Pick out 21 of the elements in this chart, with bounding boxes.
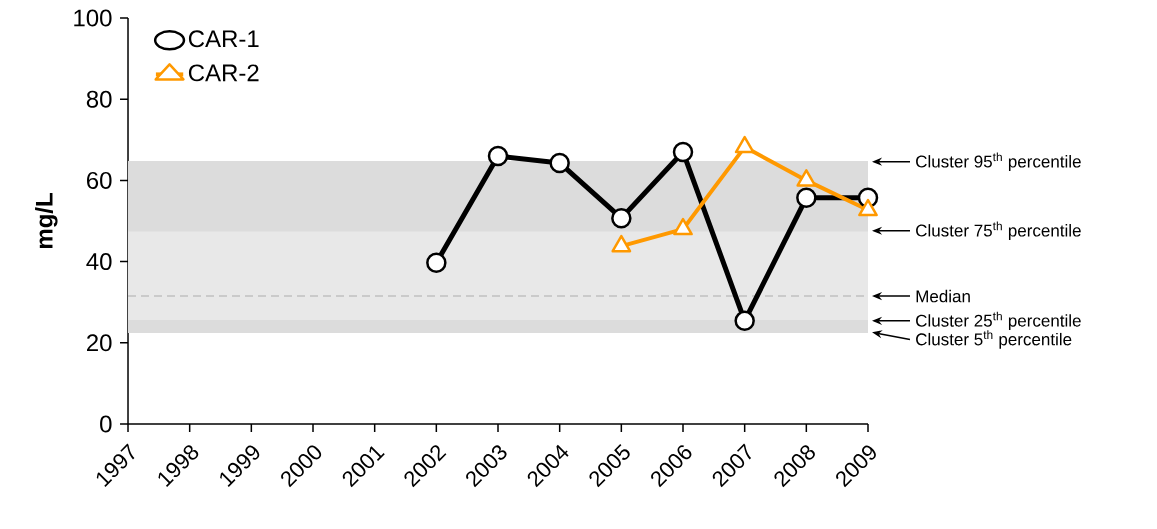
point: [426, 252, 447, 274]
ref-line-label: Median: [916, 289, 970, 303]
y-tick-label: 40: [86, 253, 112, 271]
point: [487, 145, 509, 167]
ref-line-label: Cluster 95$^{th}$ percentile: [916, 152, 1081, 171]
y-tick-label: 80: [86, 90, 112, 108]
point: [734, 310, 755, 332]
point: [611, 207, 632, 229]
y-tick-label: 0: [100, 415, 112, 433]
y-tick-label: 100: [74, 9, 112, 27]
ref-line-label: Cluster 25$^{th}$ percentile: [916, 311, 1081, 331]
legend-label: CAR-1: [188, 30, 259, 48]
point: [672, 141, 694, 163]
y-tick-label: 20: [87, 334, 112, 352]
y-axis-title: mg/L: [35, 193, 58, 249]
ref-line-label: Cluster 75$^{th}$ percentile: [916, 221, 1081, 240]
point: [549, 152, 570, 174]
point: [796, 187, 817, 209]
ref-line-label: Cluster 5$^{th}$ percentile: [916, 330, 1072, 349]
legend-label: CAR-2: [188, 64, 259, 82]
y-tick-label: 60: [87, 171, 112, 189]
